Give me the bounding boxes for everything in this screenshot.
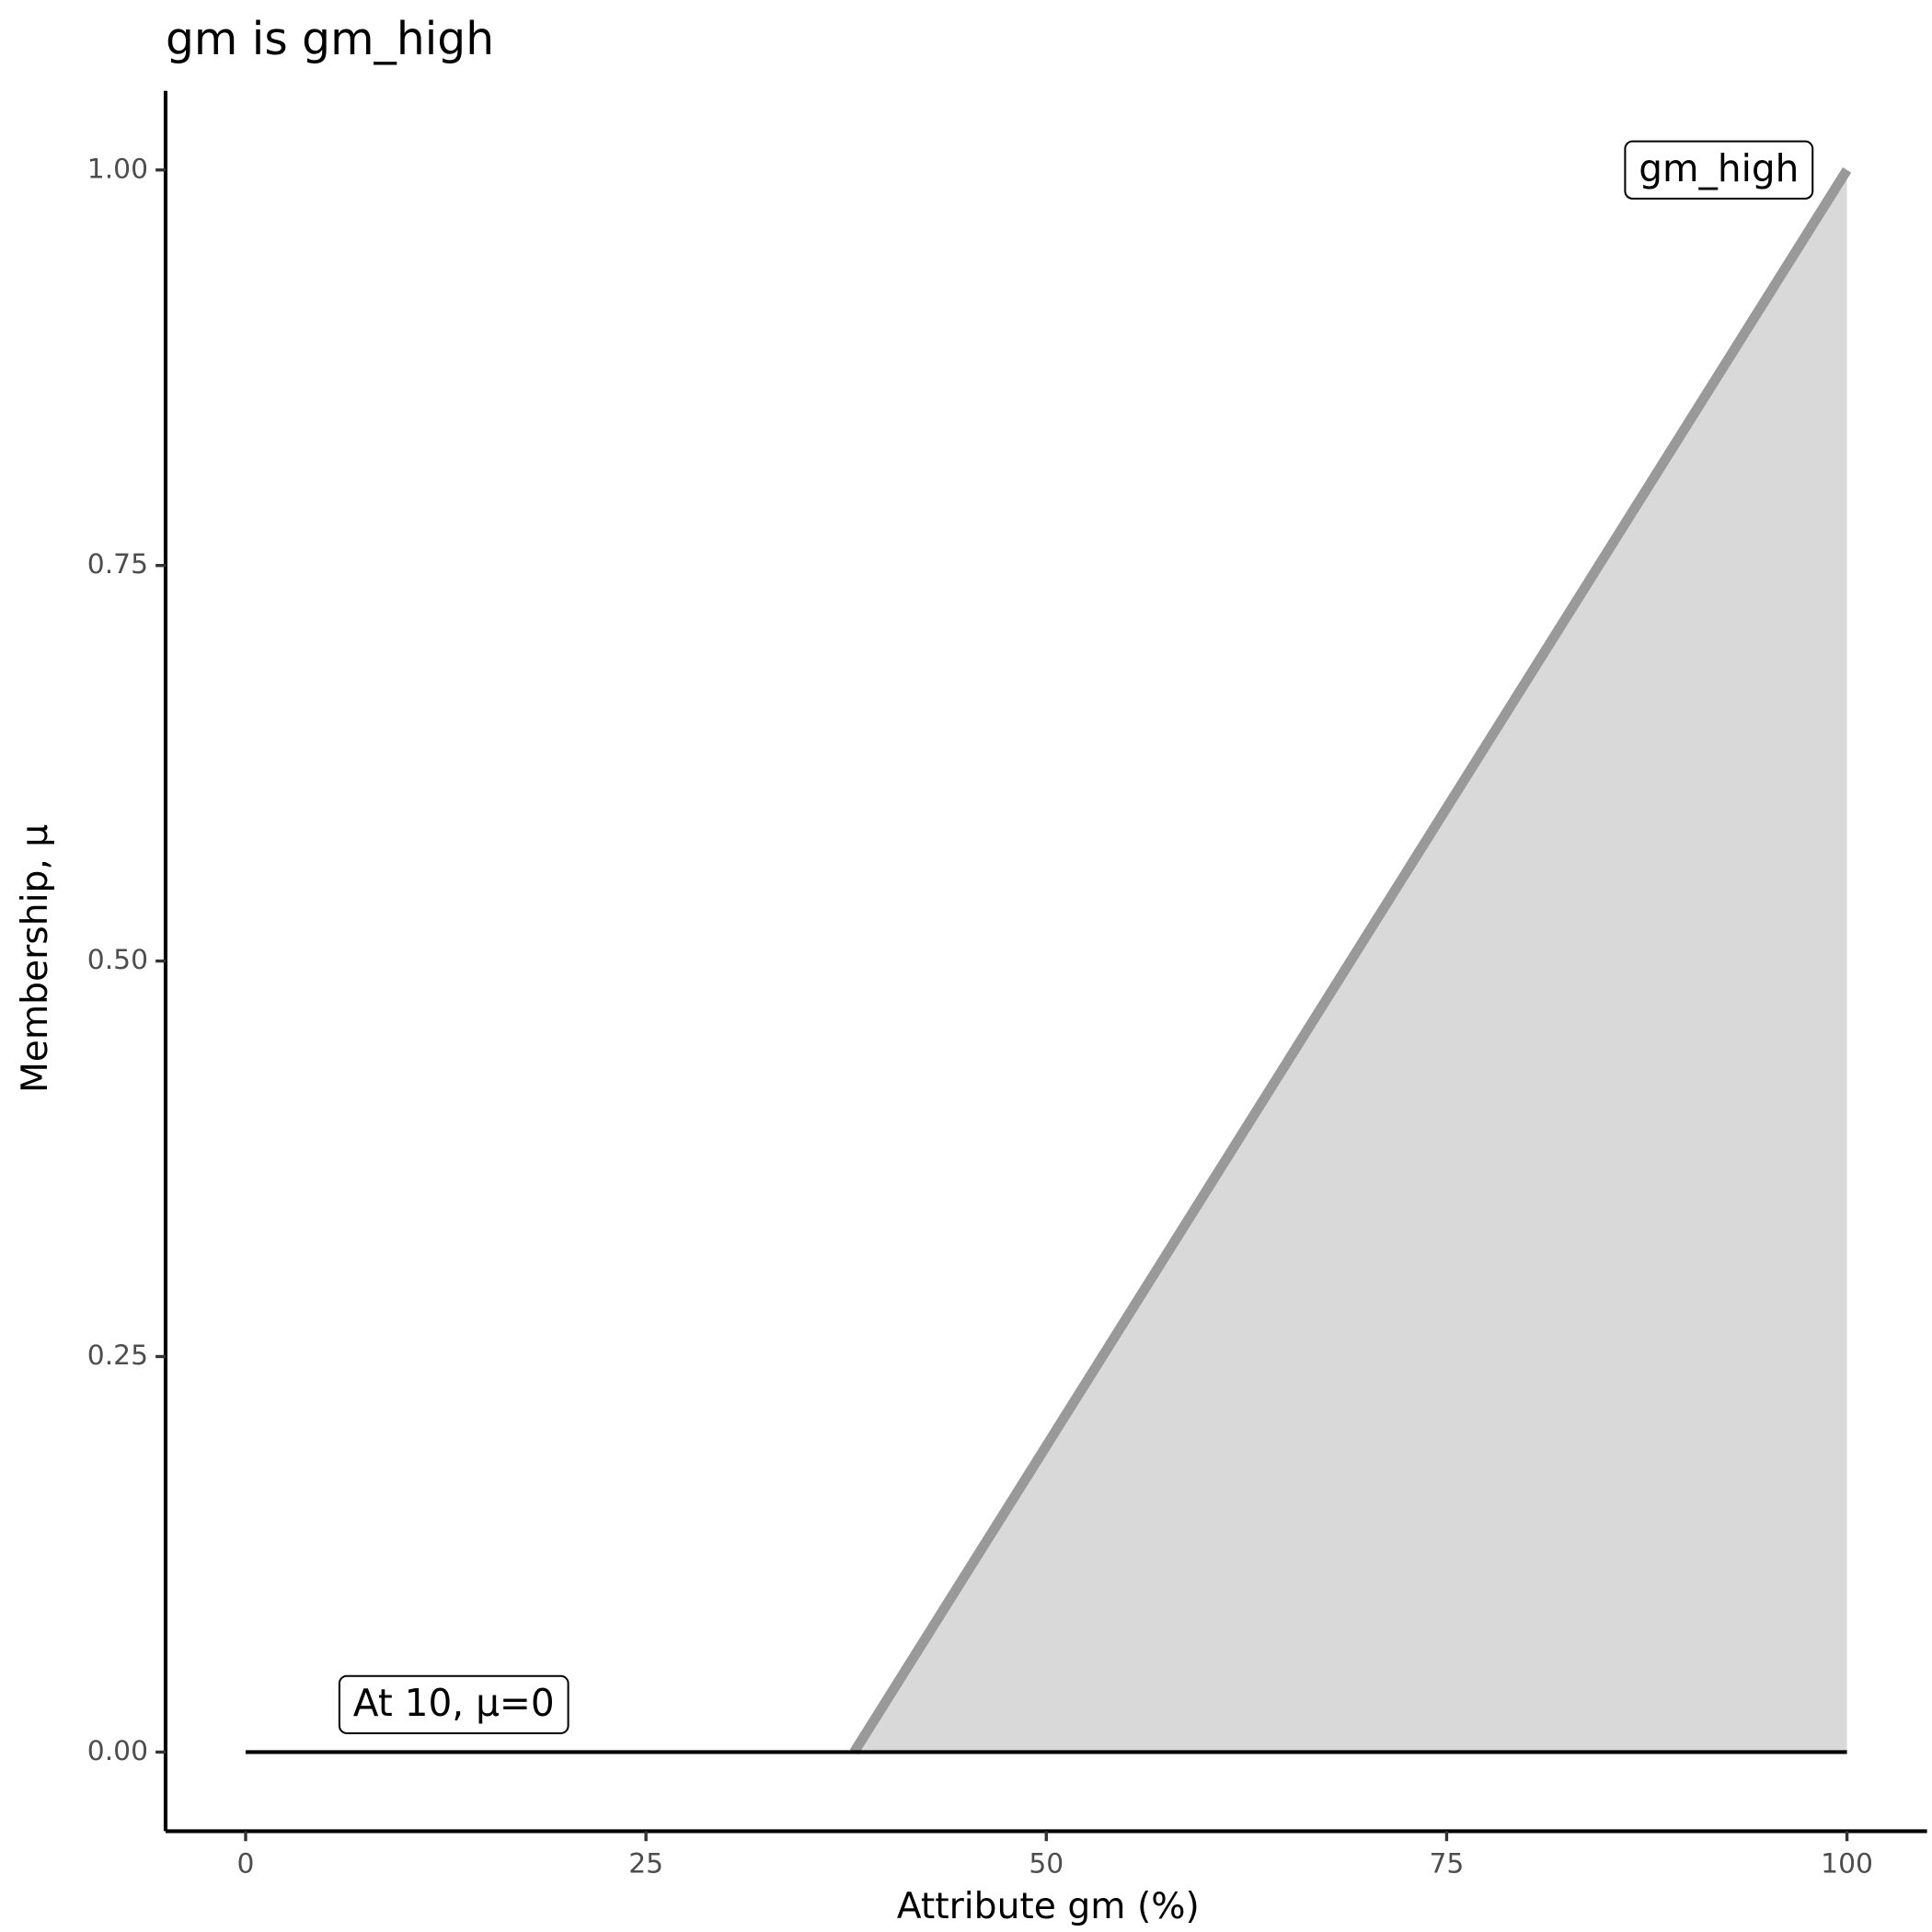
annotation-label: gm_high <box>1639 146 1799 190</box>
plot: gm is gm_high Attribute gm (%) Membershi… <box>15 14 1927 1927</box>
annotation-label: At 10, μ=0 <box>353 1681 555 1725</box>
x-axis-title: Attribute gm (%) <box>897 1886 1200 1927</box>
x-tick-label: 100 <box>1821 1847 1873 1880</box>
y-axis-title: Membership, μ <box>15 824 56 1093</box>
line <box>849 167 1852 1755</box>
y-tick-label: 0.50 <box>87 944 148 976</box>
chart-title: gm is gm_high <box>166 14 494 65</box>
y-tick-label: 0.75 <box>87 548 148 581</box>
x-tick-label: 50 <box>1029 1847 1064 1880</box>
x-tick-label: 25 <box>628 1847 663 1880</box>
annotation-box <box>338 1674 569 1734</box>
x-tick-label: 0 <box>237 1847 255 1880</box>
y-tick-label: 1.00 <box>87 153 148 185</box>
y-tick-label: 0.25 <box>87 1340 148 1372</box>
annotation: gm_high <box>1624 140 1814 200</box>
annotation-box <box>1624 140 1814 200</box>
annotation: At 10, μ=0 <box>338 1674 569 1734</box>
y-tick-label: 0.00 <box>87 1735 148 1767</box>
x-tick-label: 75 <box>1429 1847 1464 1880</box>
